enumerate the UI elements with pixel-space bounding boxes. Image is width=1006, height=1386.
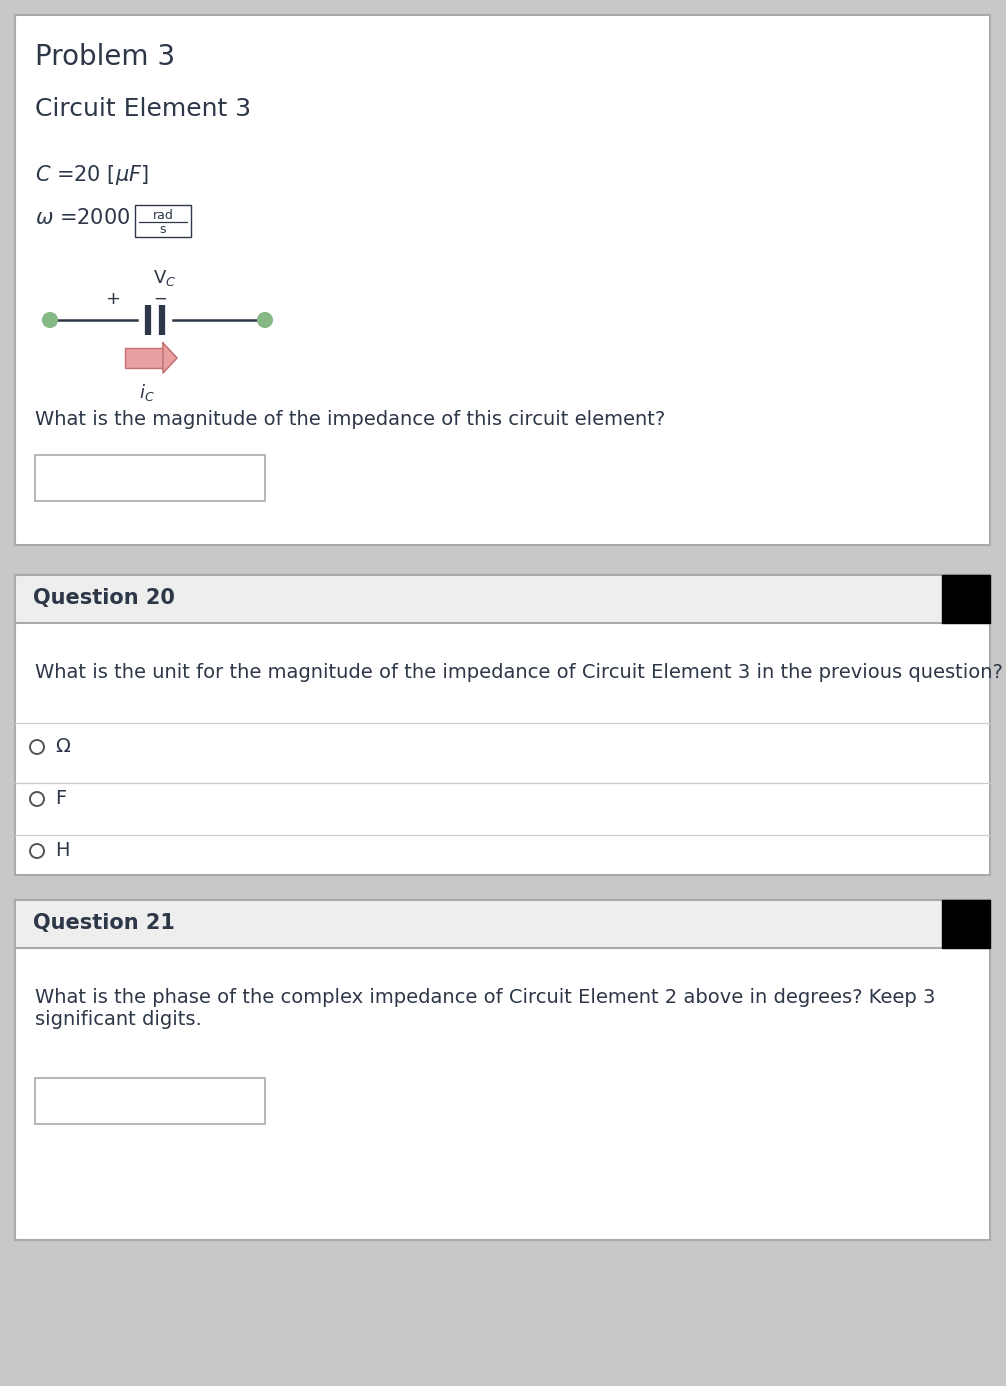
Bar bbox=[942, 900, 990, 948]
Text: +: + bbox=[106, 290, 121, 308]
Text: $\it{\omega}$ =2000: $\it{\omega}$ =2000 bbox=[35, 208, 131, 229]
Bar bbox=[135, 205, 191, 237]
Text: $\it{C}$ =20 [$\mu$$\it{F}$]: $\it{C}$ =20 [$\mu$$\it{F}$] bbox=[35, 164, 149, 187]
Polygon shape bbox=[163, 342, 177, 373]
Text: What is the unit for the magnitude of the impedance of Circuit Element 3 in the : What is the unit for the magnitude of th… bbox=[35, 663, 1003, 682]
Bar bbox=[15, 575, 990, 622]
Circle shape bbox=[258, 313, 272, 327]
Bar bbox=[15, 900, 990, 948]
Text: −: − bbox=[153, 290, 167, 308]
Bar bbox=[15, 575, 990, 875]
Text: What is the phase of the complex impedance of Circuit Element 2 above in degrees: What is the phase of the complex impedan… bbox=[35, 988, 936, 1028]
Bar bbox=[35, 1078, 265, 1124]
Bar bbox=[15, 900, 990, 1240]
Circle shape bbox=[43, 313, 57, 327]
Text: Circuit Element 3: Circuit Element 3 bbox=[35, 97, 252, 121]
Text: $\it{i}_C$: $\it{i}_C$ bbox=[139, 383, 155, 403]
Text: Problem 3: Problem 3 bbox=[35, 43, 175, 71]
Text: F: F bbox=[55, 790, 66, 808]
Text: Question 21: Question 21 bbox=[33, 913, 175, 933]
Bar bbox=[35, 455, 265, 500]
Text: rad: rad bbox=[153, 209, 173, 222]
Bar bbox=[942, 575, 990, 622]
Text: s: s bbox=[160, 223, 166, 236]
Bar bbox=[15, 15, 990, 545]
Bar bbox=[125, 348, 163, 369]
Text: Ω: Ω bbox=[55, 737, 69, 757]
Text: Question 20: Question 20 bbox=[33, 588, 175, 608]
Text: H: H bbox=[55, 841, 69, 861]
Text: V$_C$: V$_C$ bbox=[153, 267, 177, 288]
Text: What is the magnitude of the impedance of this circuit element?: What is the magnitude of the impedance o… bbox=[35, 410, 665, 430]
